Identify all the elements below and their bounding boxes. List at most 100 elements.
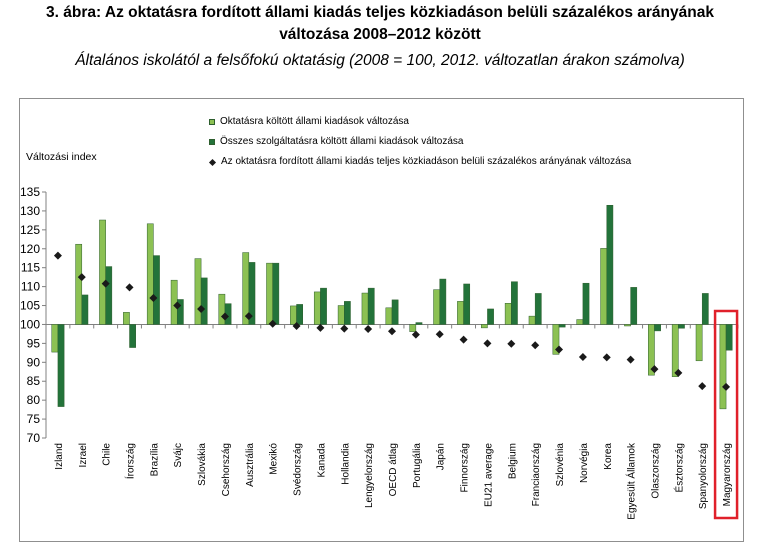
x-tick-label: Egyesült Államok xyxy=(625,442,638,520)
diamond-share xyxy=(53,251,62,260)
bar-education xyxy=(385,307,393,325)
bar-education xyxy=(504,303,512,325)
x-tick-label: Izland xyxy=(54,443,65,470)
diamond-share xyxy=(698,382,707,391)
chart-subtitle: Általános iskolától a felsőfokú oktatási… xyxy=(75,52,685,69)
bar-total xyxy=(200,277,208,325)
x-tick-label: Szlovákia xyxy=(197,443,208,486)
diamond-share xyxy=(244,312,253,321)
diamond-share xyxy=(507,339,516,348)
bar-education xyxy=(624,324,631,327)
bar-total xyxy=(511,281,518,325)
y-axis-label: Változási index xyxy=(26,151,97,163)
diamond-share xyxy=(316,323,325,332)
x-tick-label: Finnország xyxy=(460,443,471,492)
diamond-share xyxy=(101,279,110,288)
bar-total xyxy=(153,255,160,325)
x-tick-label: Hollandia xyxy=(340,443,351,485)
bar-total xyxy=(534,293,542,325)
diamond-share xyxy=(555,345,564,354)
y-tick-label: 120 xyxy=(20,242,40,256)
y-tick-label: 125 xyxy=(20,223,40,237)
diamond-share xyxy=(197,304,206,313)
y-tick-label: 80 xyxy=(27,393,41,407)
bar-education xyxy=(361,292,369,325)
diamond-share xyxy=(292,321,301,330)
bar-education xyxy=(409,324,417,332)
bar-education xyxy=(170,279,178,325)
y-tick-label: 75 xyxy=(27,412,41,426)
bar-education xyxy=(123,312,130,325)
bar-education xyxy=(671,324,679,377)
x-tick-label: Franciaország xyxy=(531,443,542,506)
bar-education xyxy=(648,324,655,376)
bar-total xyxy=(582,282,590,325)
bar-education xyxy=(695,324,703,362)
x-tick-label: Ausztrália xyxy=(245,443,256,487)
x-tick-label: Csehország xyxy=(221,443,232,496)
y-tick-label: 95 xyxy=(27,336,41,350)
legend-swatch-light-green xyxy=(209,119,215,125)
bar-total xyxy=(296,304,304,325)
x-tick-label: OECD átlag xyxy=(388,443,399,496)
x-tick-label: Olaszország xyxy=(650,443,661,499)
chart-title-line-2: változása 2008–2012 között xyxy=(279,26,481,43)
bar-total xyxy=(176,299,184,325)
diamond-share xyxy=(650,365,659,374)
diamond-share xyxy=(578,353,587,362)
y-tick-label: 90 xyxy=(27,355,41,369)
diamond-share xyxy=(268,319,277,328)
bar-education xyxy=(457,301,464,325)
bar-education xyxy=(600,248,608,325)
bar-education xyxy=(290,305,297,325)
bar-education xyxy=(146,223,154,325)
diamond-share xyxy=(173,301,182,310)
x-tick-label: Chile xyxy=(102,443,113,466)
bar-education xyxy=(576,319,584,325)
bar-education xyxy=(266,262,273,325)
legend-label-share-change: Az oktatásra fordított állami kiadás tel… xyxy=(221,156,632,167)
diamond-share xyxy=(602,353,611,362)
bar-total xyxy=(701,293,709,325)
x-tick-label: Svédország xyxy=(293,443,304,496)
legend-item-education-spending: Oktatásra költött állami kiadások változ… xyxy=(209,116,409,128)
bar-total xyxy=(630,287,638,325)
bar-total xyxy=(558,324,566,328)
bar-total xyxy=(606,204,614,325)
bar-total xyxy=(439,278,447,325)
x-tick-label: EU21 average xyxy=(483,443,494,507)
x-tick-label: Magyarország xyxy=(722,443,733,506)
legend-label-education-spending: Oktatásra költött állami kiadások változ… xyxy=(220,116,409,127)
x-tick-label: Izrael xyxy=(78,443,89,467)
diamond-share xyxy=(531,341,540,350)
diamond-share xyxy=(149,293,158,302)
diamond-share xyxy=(340,324,349,333)
bar-total xyxy=(57,324,65,407)
bar-total xyxy=(463,283,471,325)
diamond-share xyxy=(483,339,492,348)
bar-total xyxy=(391,299,399,325)
bar-total xyxy=(320,287,327,325)
x-tick-label: Szlovénia xyxy=(555,443,566,487)
bar-total xyxy=(487,308,494,325)
x-tick-label: Lengyelország xyxy=(364,443,375,508)
highlight-box xyxy=(713,309,739,520)
y-tick-label: 70 xyxy=(27,431,41,445)
x-tick-label: Észtország xyxy=(672,443,685,492)
bar-education xyxy=(218,293,226,325)
x-tick-label: Írország xyxy=(124,443,137,479)
x-tick-label: Portugália xyxy=(412,443,423,488)
bar-education xyxy=(528,315,536,325)
y-tick-label: 100 xyxy=(20,317,40,331)
bar-education xyxy=(552,324,560,355)
chart-frame: Oktatásra költött állami kiadások változ… xyxy=(19,98,744,542)
bar-total xyxy=(344,301,351,325)
x-tick-label: Brazília xyxy=(149,443,160,477)
diamond-share xyxy=(364,325,373,334)
x-tick-label: Svájc xyxy=(173,443,184,467)
x-tick-label: Mexikó xyxy=(269,443,280,475)
y-tick-label: 110 xyxy=(21,280,40,294)
bar-total xyxy=(105,266,113,325)
y-tick-label: 115 xyxy=(21,261,40,275)
y-tick-label: 130 xyxy=(20,204,40,218)
